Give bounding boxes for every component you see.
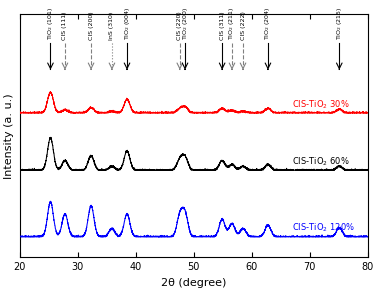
Text: TiO$_2$ (204): TiO$_2$ (204) <box>263 6 273 40</box>
Y-axis label: Intensity (a. u.): Intensity (a. u.) <box>4 93 14 179</box>
Text: TiO$_2$ (200): TiO$_2$ (200) <box>181 6 189 40</box>
Text: TiO$_2$ (211): TiO$_2$ (211) <box>228 6 237 40</box>
Text: TiO$_2$ (215): TiO$_2$ (215) <box>335 6 344 40</box>
Text: InS (310): InS (310) <box>110 11 115 40</box>
Text: CIS (111): CIS (111) <box>62 11 67 40</box>
Text: CIS (222): CIS (222) <box>240 11 246 40</box>
X-axis label: 2θ (degree): 2θ (degree) <box>161 278 226 288</box>
Text: CIS-TiO$_2$ 60%: CIS-TiO$_2$ 60% <box>292 155 350 168</box>
Text: CIS (200): CIS (200) <box>88 11 94 40</box>
Text: CIS-TiO$_2$ 120%: CIS-TiO$_2$ 120% <box>292 222 355 234</box>
Text: CIS (220): CIS (220) <box>177 11 182 40</box>
Text: TiO$_2$ (101): TiO$_2$ (101) <box>46 6 55 40</box>
Text: CIS-TiO$_2$ 30%: CIS-TiO$_2$ 30% <box>292 98 350 111</box>
Text: TiO$_2$ (004): TiO$_2$ (004) <box>122 6 132 40</box>
Text: CIS (311): CIS (311) <box>220 11 225 40</box>
